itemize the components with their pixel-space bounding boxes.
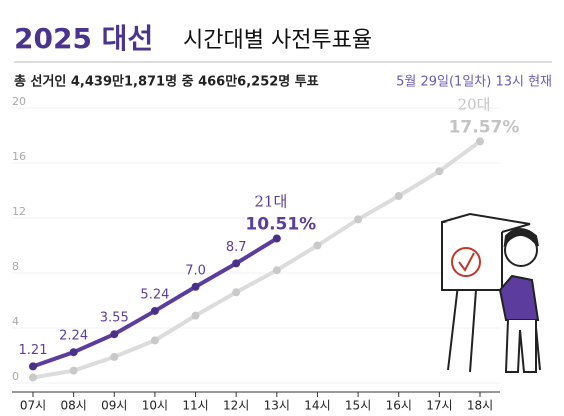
x-tick-label: 10시 xyxy=(142,399,168,413)
point xyxy=(354,215,363,224)
x-tick-label: 11시 xyxy=(182,399,208,413)
point xyxy=(150,306,159,315)
x-tick-label: 14시 xyxy=(304,399,330,413)
data-label: 17.57% xyxy=(449,117,520,137)
data-label: 10.51% xyxy=(245,214,316,234)
note-right: 5월 29일(1일차) 13시 현재 xyxy=(396,75,552,90)
x-tick-label: 12시 xyxy=(223,399,249,413)
point xyxy=(272,234,281,243)
data-label: 5.24 xyxy=(140,287,169,302)
y-tick-label: 8 xyxy=(12,260,19,273)
data-label: 7.0 xyxy=(185,263,206,278)
y-tick-label: 0 xyxy=(12,370,19,383)
point xyxy=(435,167,444,176)
note-left: 총 선거인 4,439만1,871명 중 466만6,252명 투표 xyxy=(14,74,319,90)
point xyxy=(232,288,241,297)
x-tick-label: 08시 xyxy=(60,399,86,413)
point xyxy=(29,373,37,382)
point xyxy=(272,266,281,275)
chart-title-suffix: 시간대별 사전투표율 xyxy=(183,28,372,53)
y-tick-label: 16 xyxy=(12,150,26,163)
x-tick-label: 16시 xyxy=(386,399,412,413)
x-tick-label: 07시 xyxy=(20,399,46,413)
point xyxy=(69,366,78,375)
data-label: 2.24 xyxy=(59,329,88,344)
x-tick-label: 18시 xyxy=(467,399,493,413)
point xyxy=(29,362,37,371)
data-label: 1.21 xyxy=(19,343,48,358)
series-line xyxy=(32,139,482,380)
x-tick-label: 09시 xyxy=(101,399,127,413)
y-tick-label: 20 xyxy=(12,95,26,108)
point xyxy=(110,330,119,339)
point xyxy=(232,259,241,268)
point xyxy=(313,241,322,250)
point xyxy=(110,352,119,361)
data-label: 8.7 xyxy=(226,240,247,255)
voting-booth-illustration xyxy=(441,212,541,373)
point xyxy=(394,192,403,200)
data-label: 3.55 xyxy=(100,311,129,326)
point xyxy=(191,282,200,291)
series-name: 21대 xyxy=(254,192,287,210)
point xyxy=(69,348,78,357)
y-tick-label: 12 xyxy=(12,205,26,218)
x-tick-label: 15시 xyxy=(345,399,371,413)
x-tick-label: 17시 xyxy=(426,399,452,413)
x-tick-label: 13시 xyxy=(264,399,290,413)
chart-title: 2025 대선 xyxy=(14,22,153,55)
point xyxy=(150,336,159,345)
y-tick-label: 4 xyxy=(12,315,19,328)
point xyxy=(191,311,200,320)
point xyxy=(476,137,484,146)
series-name: 20대 xyxy=(458,95,491,113)
